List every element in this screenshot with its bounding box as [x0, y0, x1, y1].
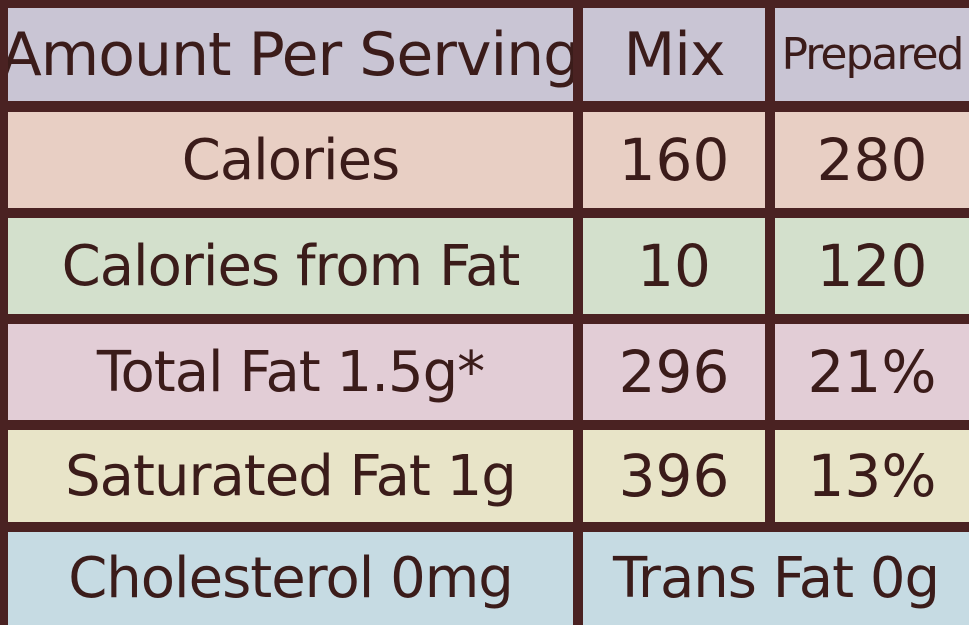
row-calories-fat-mix: 10	[583, 218, 765, 314]
row-saturated-fat-mix: 396	[583, 430, 765, 522]
row-calories-label: Calories	[8, 112, 573, 208]
row-total-fat-mix: 296	[583, 324, 765, 420]
row-total-fat-prepared: 21%	[775, 324, 969, 420]
header-label: Amount Per Serving	[8, 8, 573, 101]
header-prepared: Prepared	[775, 8, 969, 101]
footer-trans-fat: Trans Fat 0g	[583, 532, 969, 625]
row-total-fat-label: Total Fat 1.5g*	[8, 324, 573, 420]
row-calories-mix: 160	[583, 112, 765, 208]
row-calories-fat-prepared: 120	[775, 218, 969, 314]
footer-cholesterol: Cholesterol 0mg	[8, 532, 573, 625]
row-saturated-fat-label: Saturated Fat 1g	[8, 430, 573, 522]
row-saturated-fat-prepared: 13%	[775, 430, 969, 522]
row-calories-fat-label: Calories from Fat	[8, 218, 573, 314]
header-mix: Mix	[583, 8, 765, 101]
row-calories-prepared: 280	[775, 112, 969, 208]
